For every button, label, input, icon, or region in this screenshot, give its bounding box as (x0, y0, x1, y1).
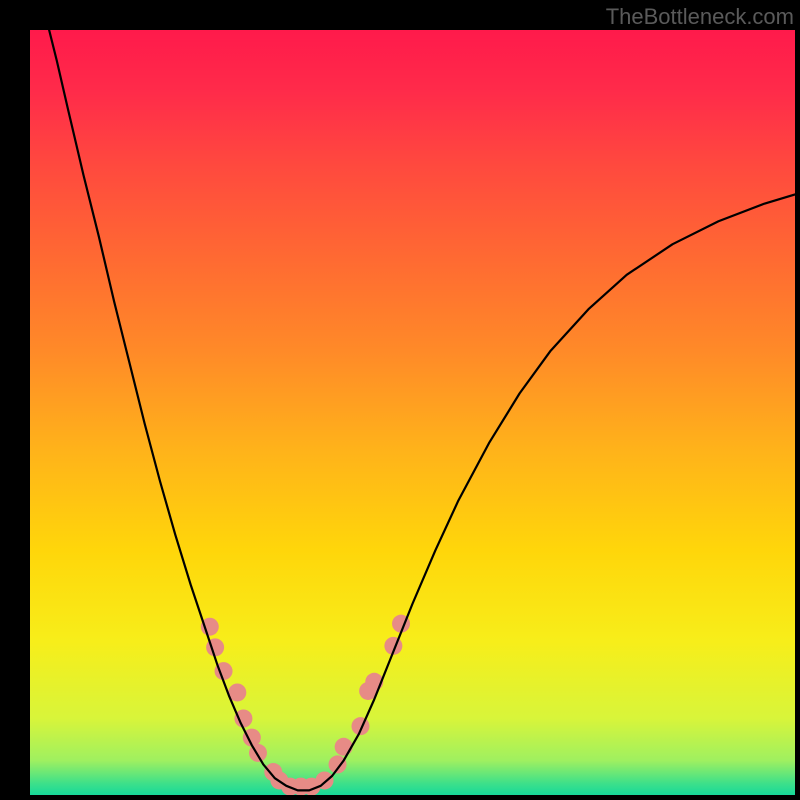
marker-dot (335, 738, 353, 756)
plot-area (30, 30, 795, 795)
chart-svg (30, 30, 795, 795)
chart-frame: TheBottleneck.com (0, 0, 800, 800)
watermark-text: TheBottleneck.com (606, 4, 794, 30)
bottleneck-curve (49, 30, 795, 790)
